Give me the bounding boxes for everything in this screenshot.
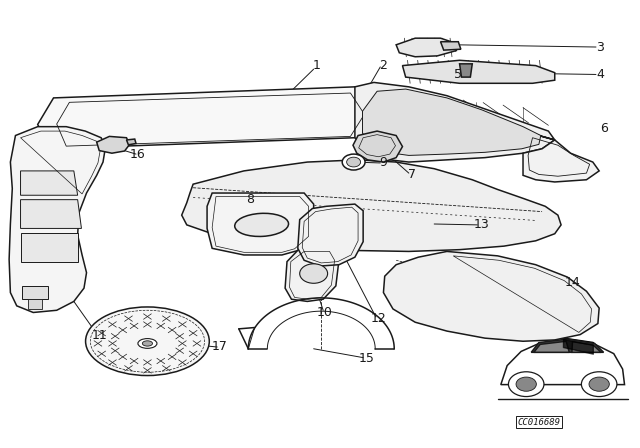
Polygon shape <box>97 136 130 153</box>
Polygon shape <box>207 193 314 255</box>
Polygon shape <box>20 233 77 262</box>
Polygon shape <box>460 64 472 77</box>
Polygon shape <box>9 127 106 313</box>
Polygon shape <box>572 342 601 352</box>
Polygon shape <box>440 42 461 50</box>
Polygon shape <box>353 131 403 162</box>
Text: 3: 3 <box>596 40 604 53</box>
Text: 17: 17 <box>212 340 228 353</box>
Text: 8: 8 <box>246 193 254 206</box>
Text: 9: 9 <box>380 156 387 169</box>
Ellipse shape <box>86 307 209 375</box>
Polygon shape <box>355 82 555 162</box>
Text: 1: 1 <box>313 59 321 72</box>
Text: 16: 16 <box>130 147 146 160</box>
Polygon shape <box>38 87 374 149</box>
Ellipse shape <box>142 341 152 346</box>
Circle shape <box>347 157 360 167</box>
Polygon shape <box>396 38 456 57</box>
Ellipse shape <box>235 213 289 237</box>
Polygon shape <box>285 248 339 302</box>
Polygon shape <box>298 204 363 266</box>
Text: 12: 12 <box>371 312 387 325</box>
Circle shape <box>516 377 536 391</box>
Polygon shape <box>127 139 136 145</box>
Polygon shape <box>182 160 561 251</box>
Text: 5: 5 <box>454 68 462 81</box>
Polygon shape <box>531 339 604 352</box>
Text: 11: 11 <box>92 329 107 342</box>
Text: 13: 13 <box>474 218 490 231</box>
Polygon shape <box>362 89 541 155</box>
Ellipse shape <box>138 339 157 349</box>
Polygon shape <box>20 171 77 195</box>
Circle shape <box>300 264 328 283</box>
Text: 7: 7 <box>408 168 416 181</box>
Polygon shape <box>501 340 625 384</box>
Text: 6: 6 <box>600 122 608 135</box>
Circle shape <box>589 377 609 391</box>
Polygon shape <box>523 131 599 182</box>
Polygon shape <box>403 60 555 83</box>
Text: 2: 2 <box>380 59 387 72</box>
Text: CC016689: CC016689 <box>517 418 561 426</box>
Text: 15: 15 <box>358 352 374 365</box>
Text: 10: 10 <box>317 306 333 319</box>
Polygon shape <box>22 286 49 299</box>
Text: 14: 14 <box>564 276 580 289</box>
Polygon shape <box>534 341 570 352</box>
Polygon shape <box>383 251 599 341</box>
Circle shape <box>508 372 544 396</box>
Polygon shape <box>28 299 42 309</box>
Polygon shape <box>20 200 81 228</box>
Text: 4: 4 <box>596 68 604 81</box>
Circle shape <box>342 154 365 170</box>
Circle shape <box>581 372 617 396</box>
